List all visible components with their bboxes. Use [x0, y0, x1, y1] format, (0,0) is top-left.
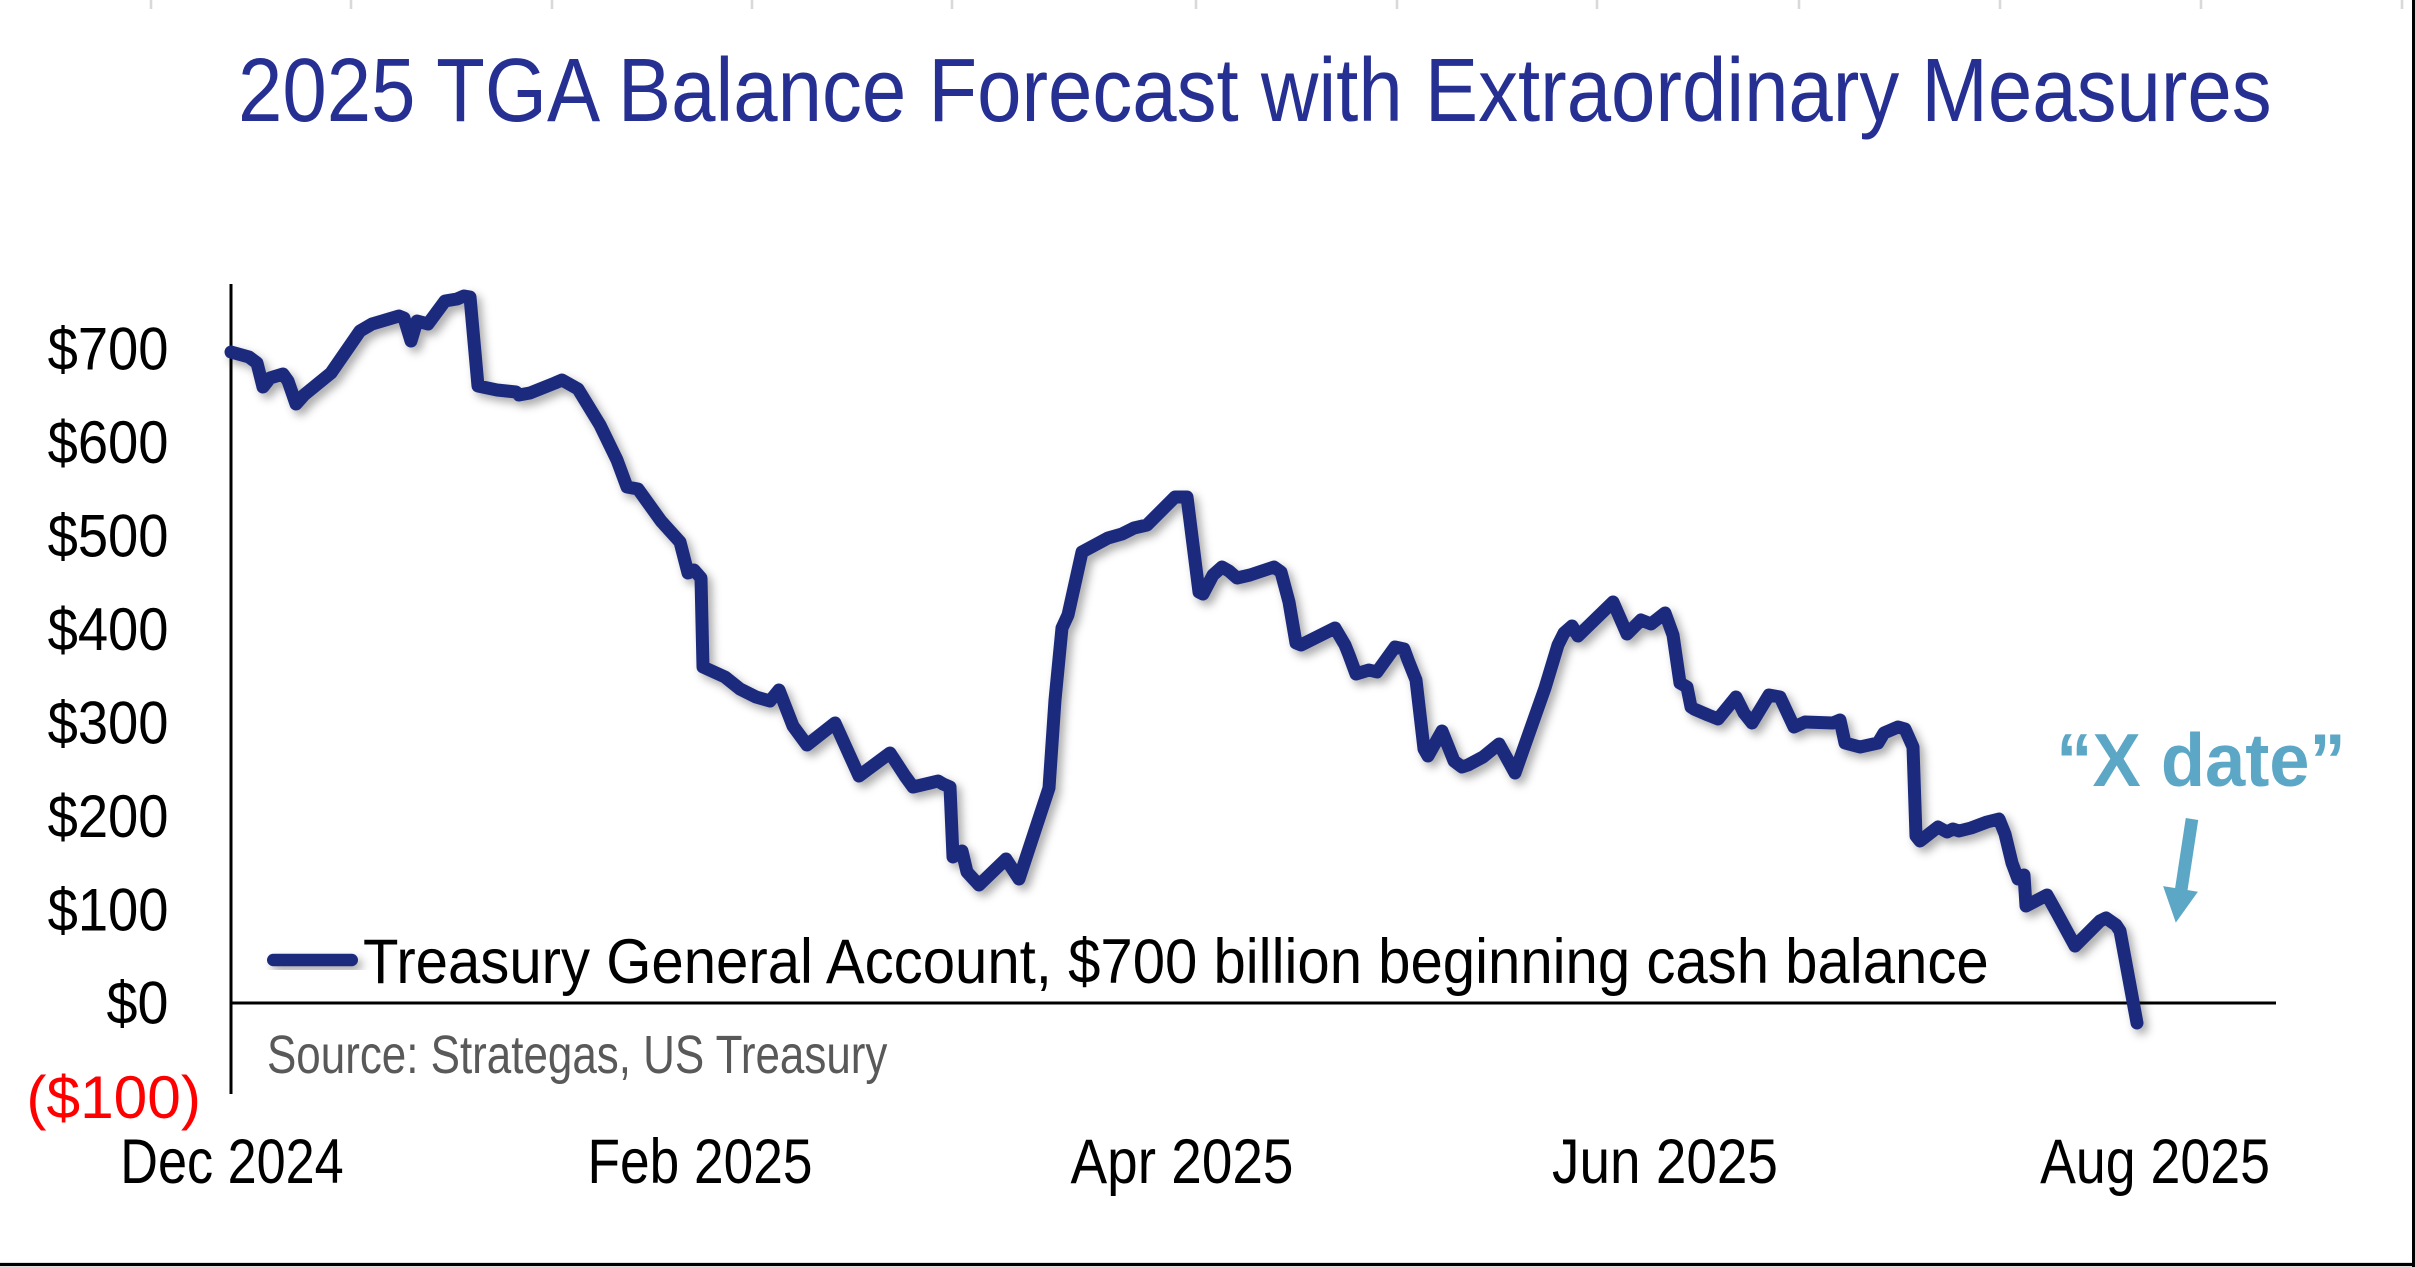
svg-text:$500: $500	[48, 503, 169, 570]
svg-text:($100): ($100)	[26, 1063, 201, 1131]
svg-text:2025 TGA Balance Forecast with: 2025 TGA Balance Forecast with Extraordi…	[238, 41, 2272, 142]
svg-text:Treasury General Account, $700: Treasury General Account, $700 billion b…	[363, 926, 1989, 997]
svg-text:$100: $100	[48, 877, 169, 944]
svg-text:$400: $400	[48, 597, 169, 664]
svg-text:Dec 2024: Dec 2024	[120, 1127, 343, 1197]
svg-text:Aug 2025: Aug 2025	[2040, 1127, 2270, 1197]
svg-text:Feb 2025: Feb 2025	[588, 1127, 813, 1197]
svg-text:“X date”: “X date”	[2056, 718, 2345, 802]
svg-text:$300: $300	[48, 690, 169, 757]
svg-text:$200: $200	[48, 783, 169, 850]
svg-text:Source: Strategas, US Treasury: Source: Strategas, US Treasury	[267, 1025, 888, 1085]
svg-text:$600: $600	[48, 410, 169, 477]
svg-text:$0: $0	[107, 971, 169, 1037]
svg-text:Jun 2025: Jun 2025	[1552, 1126, 1778, 1196]
svg-text:$700: $700	[48, 316, 169, 383]
svg-text:Apr 2025: Apr 2025	[1071, 1125, 1294, 1196]
